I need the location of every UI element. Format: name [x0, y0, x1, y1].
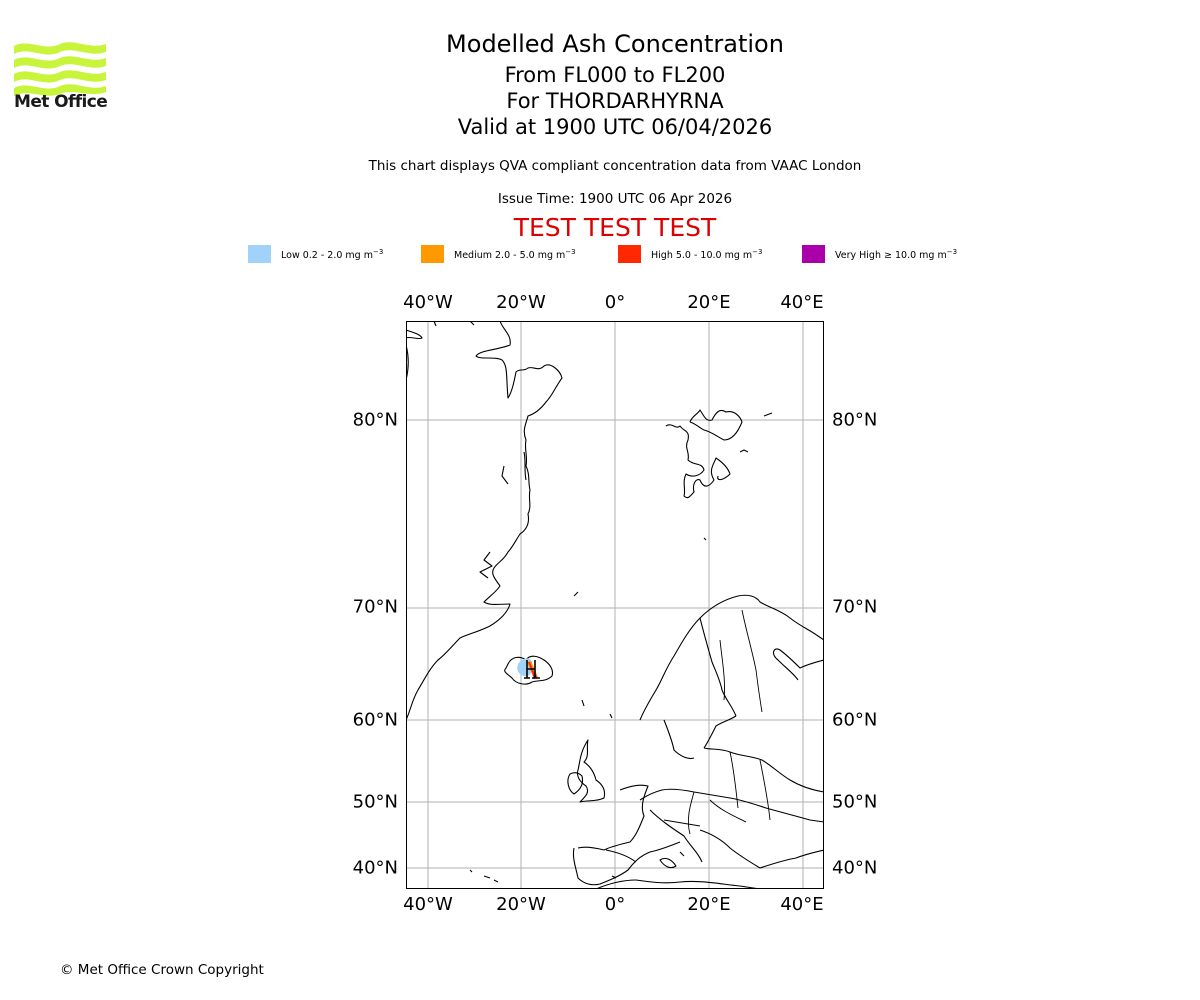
lat-label-left: 80°N — [352, 409, 398, 431]
valid-time: Valid at 1900 UTC 06/04/2026 — [457, 115, 773, 139]
lon-label-top: 40°E — [780, 292, 824, 313]
issue-time: Issue Time: 1900 UTC 06 Apr 2026 — [497, 191, 733, 207]
lat-label-left: 50°N — [352, 791, 398, 813]
high-swatch-icon — [618, 245, 641, 263]
lat-label-right: 60°N — [832, 709, 878, 731]
lon-label-top: 20°W — [496, 292, 546, 313]
lat-label-right: 50°N — [832, 791, 878, 813]
volcano-name: For THORDARHYRNA — [506, 89, 724, 113]
lon-label-bottom: 0° — [604, 894, 626, 915]
legend-label: Medium 2.0 - 5.0 mg m−3 — [454, 247, 576, 261]
legend-label: High 5.0 - 10.0 mg m−3 — [651, 247, 763, 261]
lon-label-bottom: 20°W — [496, 894, 546, 915]
low-swatch-icon — [248, 245, 271, 263]
logo-text: Met Office — [14, 92, 108, 112]
legend-item-low: Low 0.2 - 2.0 mg m−3 — [248, 244, 383, 264]
lat-label-left: 60°N — [352, 709, 398, 731]
very-high-swatch-icon — [802, 245, 825, 263]
chart-title: Modelled Ash Concentration — [446, 30, 784, 58]
coastlines — [406, 321, 824, 889]
lon-label-top: 0° — [604, 292, 626, 313]
lat-label-right: 70°N — [832, 596, 878, 618]
lat-label-left: 40°N — [352, 857, 398, 879]
legend-label: Very High ≥ 10.0 mg m−3 — [835, 247, 958, 261]
map-frame — [406, 321, 824, 889]
legend-item-very-high: Very High ≥ 10.0 mg m−3 — [802, 244, 957, 264]
lat-label-right: 40°N — [832, 857, 878, 879]
medium-swatch-icon — [421, 245, 444, 263]
lon-label-bottom: 20°E — [687, 894, 731, 915]
copyright-notice: © Met Office Crown Copyright — [60, 962, 264, 978]
country-borders — [605, 609, 771, 863]
map-gridlines — [406, 321, 824, 889]
lon-label-top: 20°E — [687, 292, 731, 313]
legend-item-medium: Medium 2.0 - 5.0 mg m−3 — [421, 244, 576, 264]
test-banner: TEST TEST TEST — [513, 213, 717, 242]
met-office-logo-icon — [14, 42, 106, 96]
lat-label-right: 80°N — [832, 409, 878, 431]
flight-level-range: From FL000 to FL200 — [504, 63, 726, 87]
legend-item-high: High 5.0 - 10.0 mg m−3 — [618, 244, 763, 264]
lon-label-bottom: 40°E — [780, 894, 824, 915]
chart-subtitle: This chart displays QVA compliant concen… — [368, 158, 862, 174]
ash-concentration-map — [406, 321, 824, 889]
lon-label-top: 40°W — [403, 292, 453, 313]
lon-label-bottom: 40°W — [403, 894, 453, 915]
legend-label: Low 0.2 - 2.0 mg m−3 — [281, 247, 384, 261]
lat-label-left: 70°N — [352, 596, 398, 618]
region-outline — [524, 660, 540, 679]
